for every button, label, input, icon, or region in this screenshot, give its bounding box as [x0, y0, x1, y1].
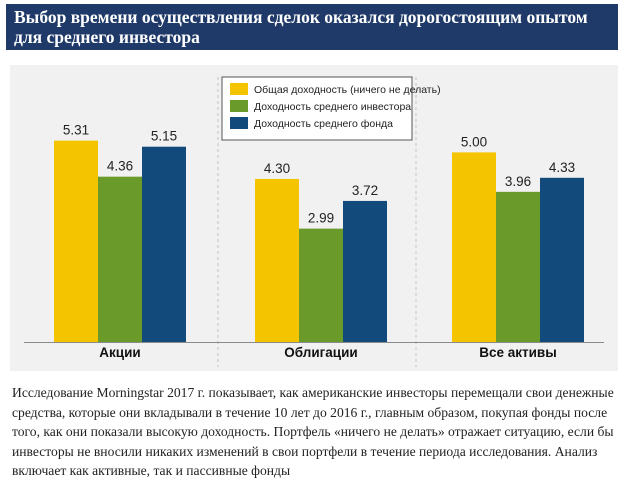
chart-title: Выбор времени осуществления сделок оказа…	[14, 7, 588, 47]
title-banner: Выбор времени осуществления сделок оказа…	[6, 4, 618, 50]
legend-swatch	[230, 83, 248, 95]
bar	[299, 228, 343, 342]
bar	[255, 178, 299, 342]
chart-panel: 5.31 4.36 5.15 Акции 4.30 2.99 3.72 Облигации 5.…	[10, 65, 618, 371]
legend-label: Общая доходность (ничего не делать)	[254, 84, 441, 96]
bar	[343, 200, 387, 342]
category-label: Облигации	[284, 345, 357, 360]
bar-value-label: 4.36	[107, 159, 133, 174]
legend-swatch	[230, 117, 248, 129]
bar-value-label: 2.99	[308, 211, 334, 226]
bar	[142, 146, 186, 342]
legend-label: Доходность среднего инвестора	[254, 101, 411, 113]
legend-label: Доходность среднего фонда	[254, 118, 393, 130]
bar	[54, 140, 98, 342]
category-label: Акции	[99, 345, 140, 360]
category-label: Все активы	[479, 345, 557, 360]
bar-value-label: 4.33	[549, 160, 575, 175]
bar-chart: 5.31 4.36 5.15 Акции 4.30 2.99 3.72 Облигации 5.…	[24, 76, 604, 367]
bar-value-label: 4.30	[264, 161, 290, 176]
legend-box	[221, 76, 413, 141]
bar-value-label: 5.15	[151, 129, 177, 144]
legend-swatch	[230, 100, 248, 112]
bar	[452, 152, 496, 342]
bar	[540, 177, 584, 342]
bar-value-label: 5.31	[63, 123, 89, 138]
bar	[98, 176, 142, 342]
bar	[496, 191, 540, 342]
bar-value-label: 3.96	[505, 174, 531, 189]
caption-text: Исследование Morningstar 2017 г. показыв…	[12, 385, 614, 479]
bar-value-label: 5.00	[461, 134, 487, 149]
bar-value-label: 3.72	[352, 183, 378, 198]
